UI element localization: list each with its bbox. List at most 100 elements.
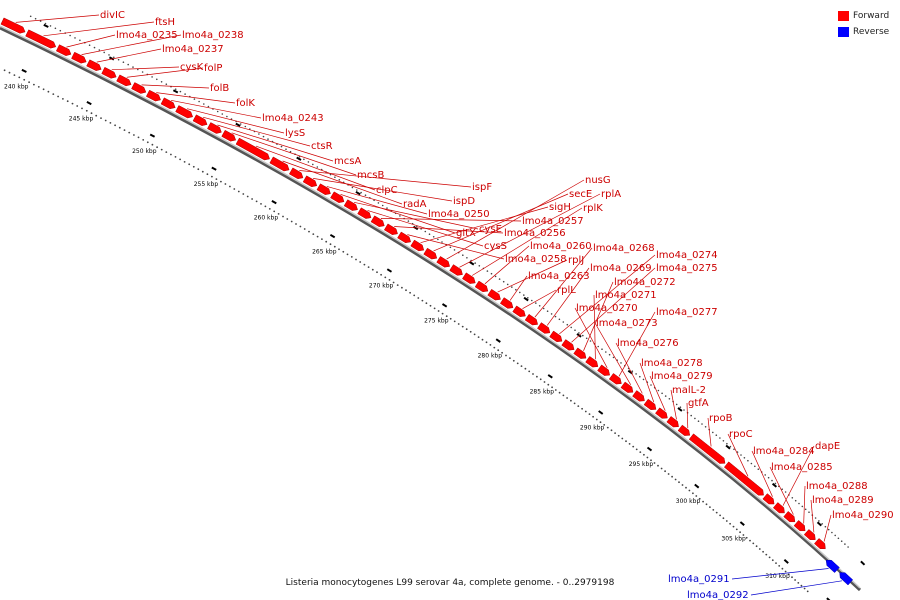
- outer-dot: [578, 332, 580, 334]
- gene-label-lmo4a_0291: lmo4a_0291: [668, 574, 730, 585]
- scale-dot: [151, 143, 154, 146]
- gene-arrow-lmo4a_0278: [643, 398, 657, 410]
- outer-dot: [137, 68, 139, 71]
- outer-dot: [69, 34, 71, 37]
- gene-arrow-lmo4a_0279: [655, 407, 668, 419]
- scale-dot: [603, 424, 606, 426]
- scale-dot: [321, 238, 323, 241]
- scale-dot: [76, 105, 79, 107]
- scale-dot: [13, 74, 16, 76]
- outer-dot: [93, 46, 96, 49]
- outer-dot: [59, 29, 62, 32]
- scale-dot: [610, 429, 613, 432]
- scale-dot: [52, 93, 55, 95]
- scale-dot: [702, 500, 704, 503]
- outer-dot: [821, 523, 823, 525]
- leader-lmo4a_0284: [751, 450, 773, 497]
- outer-tick: [860, 560, 866, 566]
- outer-dot: [620, 362, 622, 364]
- leader-rplA: [459, 193, 601, 268]
- leader-secE: [433, 193, 569, 252]
- gene-label-lmo4a_0272: lmo4a_0272: [614, 277, 676, 288]
- gene-arrow-gltX: [330, 191, 345, 203]
- scale-dot: [3, 69, 6, 72]
- scale-dot: [242, 193, 245, 195]
- outer-dot: [840, 540, 843, 542]
- scale-label: 255 kbp: [194, 181, 219, 188]
- scale-dot: [346, 253, 349, 256]
- gene-arrow-rplA: [449, 264, 463, 276]
- gene-arrow-lmo4a_0258: [397, 231, 412, 244]
- scale-dot: [635, 448, 638, 451]
- gene-label-gtfA: gtfA: [688, 398, 709, 409]
- outer-dot: [216, 110, 219, 113]
- scale-dot: [536, 375, 538, 378]
- outer-dot: [729, 445, 732, 448]
- gene-label-rplA: rplA: [601, 189, 621, 200]
- outer-dot: [428, 233, 431, 235]
- outer-dot: [356, 189, 358, 191]
- scale-dot: [732, 525, 735, 528]
- scale-dot: [543, 381, 546, 383]
- scale-dot: [355, 258, 357, 261]
- gene-arrow-rpoB: [688, 433, 726, 464]
- scale-tick: [211, 166, 217, 171]
- gene-arrow-ctsR: [192, 114, 208, 126]
- scale-dot: [762, 550, 764, 553]
- outer-dot: [54, 27, 57, 30]
- scale-dot: [376, 271, 378, 274]
- outer-dot: [750, 462, 753, 465]
- scale-dot: [595, 418, 598, 421]
- outer-dot: [542, 307, 545, 310]
- outer-dot: [262, 135, 265, 138]
- gene-label-lmo4a_0256: lmo4a_0256: [504, 228, 566, 239]
- outer-dot: [808, 511, 810, 513]
- outer-dot: [117, 58, 120, 61]
- outer-dot: [207, 105, 210, 108]
- scale-dot: [133, 134, 135, 136]
- forward-swatch: [838, 10, 849, 21]
- leader-dapE: [782, 445, 815, 506]
- outer-dot: [546, 310, 549, 313]
- gene-arrow-rplK: [462, 272, 476, 284]
- outer-tick: [816, 521, 822, 527]
- outer-dot: [506, 283, 509, 286]
- scale-dot: [628, 443, 631, 445]
- scale-dot: [800, 584, 803, 587]
- gene-label-lmo4a_0277: lmo4a_0277: [656, 307, 718, 318]
- outer-dot: [334, 176, 336, 178]
- scale-dot: [739, 531, 741, 534]
- scale-dot: [42, 88, 45, 91]
- scale-dot: [8, 71, 11, 74]
- backbone-shadow: [0, 26, 862, 592]
- outer-dot: [303, 158, 305, 161]
- genome-caption: Listeria monocytogenes L99 serovar 4a, c…: [285, 578, 615, 588]
- scale-dot: [705, 503, 708, 506]
- gene-arrow-lmo4a_0290: [814, 538, 826, 550]
- gene-label-lmo4a_0289: lmo4a_0289: [812, 495, 874, 506]
- gene-arrow-lmo4a_0271: [585, 356, 599, 368]
- gene-label-lmo4a_0238: lmo4a_0238: [182, 30, 244, 41]
- genome-backbone: [0, 25, 861, 589]
- scale-dot: [461, 325, 464, 328]
- scale-tick: [694, 483, 700, 489]
- outer-dot: [715, 434, 718, 437]
- scale-dot: [104, 119, 107, 122]
- leader-rplL: [522, 289, 557, 310]
- outer-dot: [642, 378, 645, 381]
- scale-dot: [592, 415, 594, 418]
- scale-dot: [363, 263, 366, 266]
- outer-dot: [316, 166, 319, 168]
- leader-gtfA: [686, 402, 689, 429]
- outer-dot: [184, 93, 186, 95]
- gene-label-lmo4a_0284: lmo4a_0284: [753, 446, 815, 457]
- scale-tick: [495, 338, 501, 343]
- gene-label-secE: secE: [569, 189, 592, 200]
- outer-dot: [550, 313, 553, 315]
- gene-label-sigH: sigH: [549, 202, 571, 213]
- leader-lmo4a_0263: [509, 275, 528, 301]
- outer-dot: [329, 173, 332, 176]
- scale-tick: [739, 521, 745, 526]
- outer-dot: [79, 39, 81, 42]
- gene-arrow-lmo4a_0270: [597, 364, 611, 376]
